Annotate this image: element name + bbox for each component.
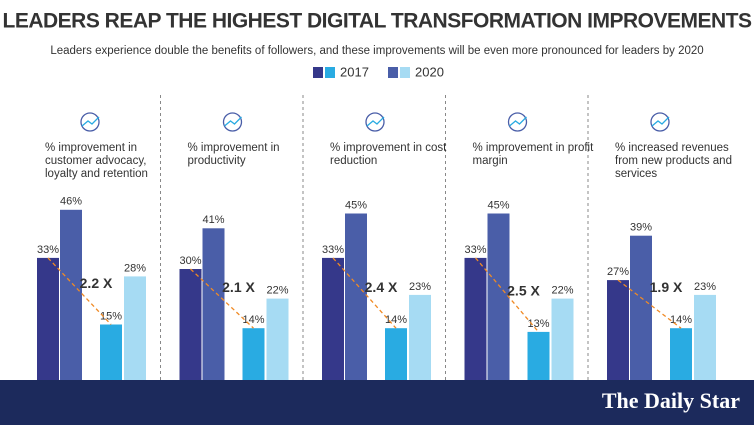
value-label: 22% (266, 285, 288, 297)
icon (651, 116, 670, 127)
value-label: 30% (179, 255, 201, 267)
bar (100, 324, 122, 380)
bar (487, 213, 510, 380)
value-label: 14% (242, 314, 264, 326)
bar (322, 257, 344, 380)
bar (630, 235, 652, 380)
bar (37, 257, 59, 380)
panel-title: % improvement in profit margin (472, 142, 594, 167)
legend-swatch (325, 67, 335, 78)
value-label: 45% (487, 199, 509, 211)
bar (124, 276, 146, 380)
bar (179, 269, 202, 380)
panel-title: % improvement in cost reduction (330, 142, 447, 167)
trend-line (475, 257, 539, 333)
bar (527, 331, 550, 380)
multiplier: 2.2 X (80, 275, 113, 291)
value-label: 13% (527, 318, 549, 330)
value-label: 14% (385, 314, 407, 326)
bar (242, 328, 265, 380)
panel-title: % improvement in productivity (187, 142, 280, 167)
value-label: 22% (551, 285, 573, 297)
trend-line (190, 268, 254, 329)
bar (694, 294, 716, 380)
trend-line (332, 257, 397, 329)
value-label: 23% (409, 281, 431, 293)
value-label: 33% (37, 244, 59, 256)
bar (266, 298, 289, 380)
brand: The Daily Star (602, 388, 740, 413)
value-label: 14% (670, 314, 692, 326)
value-label: 23% (694, 281, 716, 293)
value-label: 33% (322, 244, 344, 256)
multiplier: 1.9 X (650, 279, 683, 295)
icon (509, 116, 527, 127)
footer-band (0, 380, 754, 425)
icon (650, 112, 670, 132)
icon (222, 112, 243, 132)
bar (607, 280, 629, 380)
icon (224, 116, 242, 127)
subtitle: Leaders experience double the benefits o… (50, 45, 703, 57)
icon (366, 116, 385, 127)
multiplier: 2.1 X (222, 279, 255, 295)
value-label: 27% (607, 266, 629, 278)
bar (345, 213, 367, 380)
trend-line (617, 279, 682, 329)
legend-label: 2020 (415, 64, 444, 79)
bar (464, 257, 487, 380)
bar (385, 328, 407, 380)
value-label: 33% (464, 244, 486, 256)
legend-swatch (400, 67, 410, 78)
legend-label: 2017 (340, 64, 369, 79)
value-label: 28% (124, 262, 146, 274)
panel-title: % improvement in customer advocacy, loya… (45, 142, 148, 180)
multiplier: 2.5 X (507, 283, 540, 299)
panel-title: % increased revenues from new products a… (615, 142, 732, 180)
icon (365, 112, 385, 132)
legend-swatch (388, 67, 398, 78)
legend-swatch (313, 67, 323, 78)
value-label: 46% (60, 196, 82, 208)
trend-line (47, 257, 112, 325)
value-label: 41% (202, 214, 224, 226)
icon (80, 112, 100, 132)
bar (409, 294, 431, 380)
value-label: 45% (345, 199, 367, 211)
bar (60, 209, 82, 380)
bar (551, 298, 574, 380)
value-label: 39% (630, 222, 652, 234)
icon (507, 112, 528, 132)
bar (670, 328, 692, 380)
icon (81, 116, 100, 127)
title: LEADERS REAP THE HIGHEST DIGITAL TRANSFO… (3, 10, 752, 33)
bar (202, 228, 225, 380)
multiplier: 2.4 X (365, 279, 398, 295)
